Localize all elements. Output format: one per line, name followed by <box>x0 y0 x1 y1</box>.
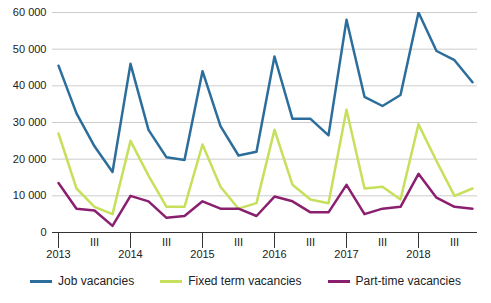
svg-text:2014: 2014 <box>118 248 142 260</box>
svg-text:2017: 2017 <box>334 248 358 260</box>
svg-text:50 000: 50 000 <box>13 43 47 55</box>
svg-text:2016: 2016 <box>262 248 286 260</box>
svg-text:60 000: 60 000 <box>13 6 47 18</box>
html-text:Fixed term vacancies: Fixed term vacancies <box>188 274 302 288</box>
svg-text:III: III <box>90 236 99 248</box>
svg-text:40 000: 40 000 <box>13 79 47 91</box>
html-text:Job vacancies: Job vacancies <box>58 274 135 288</box>
svg-text:III: III <box>162 236 171 248</box>
svg-text:III: III <box>306 236 315 248</box>
svg-text:10 000: 10 000 <box>13 189 47 201</box>
svg-text:III: III <box>450 236 459 248</box>
svg-text:2018: 2018 <box>406 248 430 260</box>
html-text:Part-time vacancies: Part-time vacancies <box>355 274 461 288</box>
svg-text:2015: 2015 <box>190 248 214 260</box>
svg-text:0: 0 <box>40 226 46 238</box>
svg-text:30 000: 30 000 <box>13 116 47 128</box>
svg-text:2013: 2013 <box>46 248 70 260</box>
svg-text:20 000: 20 000 <box>13 153 47 165</box>
svg-text:III: III <box>378 236 387 248</box>
svg-text:III: III <box>234 236 243 248</box>
